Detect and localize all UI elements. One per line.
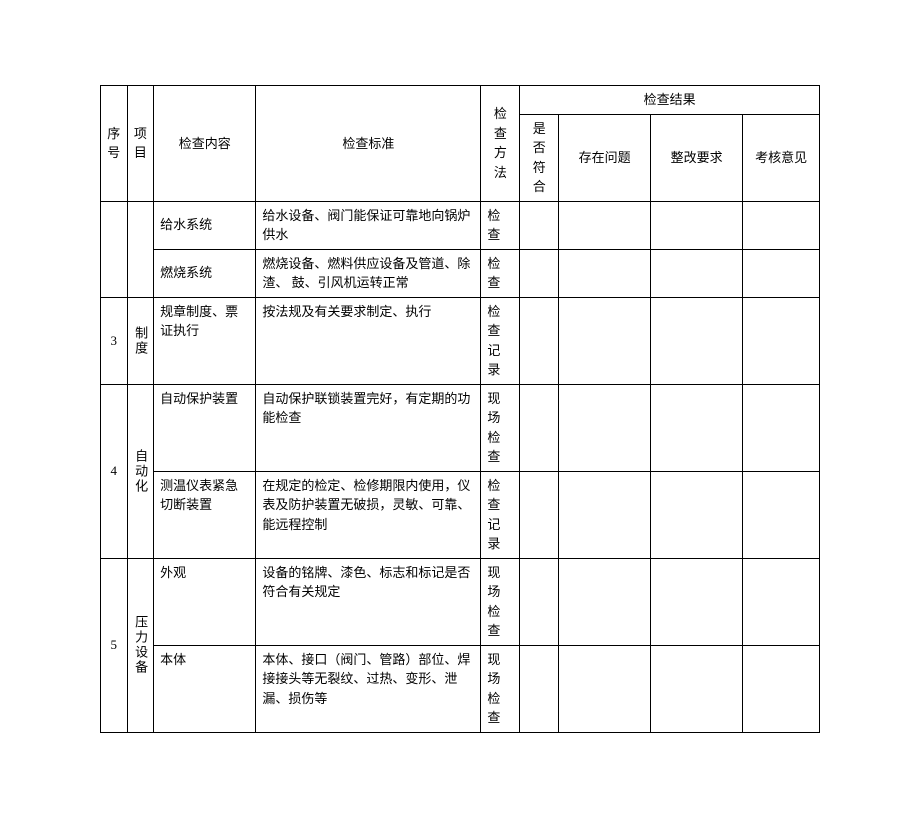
cell-fix	[651, 201, 743, 249]
cell-opinion	[743, 471, 820, 558]
table-row: 给水系统 给水设备、阀门能保证可靠地向锅炉供水 检查	[101, 201, 820, 249]
cell-method: 检查	[481, 201, 520, 249]
cell-content: 燃烧系统	[154, 249, 256, 297]
header-seq: 序号	[101, 86, 128, 202]
cell-fix	[651, 558, 743, 645]
cell-seq	[101, 201, 128, 297]
header-standard: 检查标准	[256, 86, 481, 202]
cell-problem	[559, 201, 651, 249]
cell-fix	[651, 297, 743, 384]
cell-conform	[520, 201, 559, 249]
cell-project	[127, 201, 154, 297]
cell-problem	[559, 471, 651, 558]
table-row: 5 压力设备 外观 设备的铭牌、漆色、标志和标记是否符合有关规定 现场检查	[101, 558, 820, 645]
cell-conform	[520, 249, 559, 297]
cell-content: 给水系统	[154, 201, 256, 249]
cell-opinion	[743, 297, 820, 384]
cell-opinion	[743, 201, 820, 249]
cell-fix	[651, 471, 743, 558]
cell-method: 检查	[481, 249, 520, 297]
cell-standard: 给水设备、阀门能保证可靠地向锅炉供水	[256, 201, 481, 249]
cell-seq: 5	[101, 558, 128, 732]
cell-project: 制度	[127, 297, 154, 384]
cell-conform	[520, 384, 559, 471]
cell-content: 外观	[154, 558, 256, 645]
inspection-table: 序号 项目 检查内容 检查标准 检查方法 检查结果 是否符合 存在问题 整改要求…	[100, 85, 820, 733]
table-row: 测温仪表紧急切断装置 在规定的检定、检修期限内使用，仪表及防护装置无破损，灵敏、…	[101, 471, 820, 558]
cell-opinion	[743, 384, 820, 471]
header-fix: 整改要求	[651, 114, 743, 201]
cell-conform	[520, 645, 559, 732]
table-row: 本体 本体、接口（阀门、管路）部位、焊接接头等无裂纹、过热、变形、泄漏、损伤等 …	[101, 645, 820, 732]
cell-standard: 本体、接口（阀门、管路）部位、焊接接头等无裂纹、过热、变形、泄漏、损伤等	[256, 645, 481, 732]
cell-project: 自动化	[127, 384, 154, 558]
cell-fix	[651, 645, 743, 732]
header-project: 项目	[127, 86, 154, 202]
cell-method: 检查记录	[481, 471, 520, 558]
cell-method: 现场检查	[481, 645, 520, 732]
cell-standard: 在规定的检定、检修期限内使用，仪表及防护装置无破损，灵敏、可靠、能远程控制	[256, 471, 481, 558]
cell-opinion	[743, 249, 820, 297]
header-result-group: 检查结果	[520, 86, 820, 115]
cell-fix	[651, 249, 743, 297]
cell-problem	[559, 297, 651, 384]
cell-conform	[520, 297, 559, 384]
header-problem: 存在问题	[559, 114, 651, 201]
cell-standard: 燃烧设备、燃料供应设备及管道、除渣、 鼓、引风机运转正常	[256, 249, 481, 297]
header-row-1: 序号 项目 检查内容 检查标准 检查方法 检查结果	[101, 86, 820, 115]
cell-problem	[559, 558, 651, 645]
table-row: 3 制度 规章制度、票证执行 按法规及有关要求制定、执行 检查记录	[101, 297, 820, 384]
cell-content: 自动保护装置	[154, 384, 256, 471]
header-content: 检查内容	[154, 86, 256, 202]
cell-seq: 3	[101, 297, 128, 384]
header-opinion: 考核意见	[743, 114, 820, 201]
header-conform: 是否符合	[520, 114, 559, 201]
cell-problem	[559, 249, 651, 297]
cell-standard: 按法规及有关要求制定、执行	[256, 297, 481, 384]
cell-problem	[559, 645, 651, 732]
cell-conform	[520, 471, 559, 558]
cell-method: 现场检查	[481, 558, 520, 645]
table-row: 4 自动化 自动保护装置 自动保护联锁装置完好，有定期的功能检查 现场检查	[101, 384, 820, 471]
cell-opinion	[743, 645, 820, 732]
cell-content: 测温仪表紧急切断装置	[154, 471, 256, 558]
cell-content: 规章制度、票证执行	[154, 297, 256, 384]
cell-method: 检查记录	[481, 297, 520, 384]
cell-project: 压力设备	[127, 558, 154, 732]
cell-fix	[651, 384, 743, 471]
cell-seq: 4	[101, 384, 128, 558]
table-row: 燃烧系统 燃烧设备、燃料供应设备及管道、除渣、 鼓、引风机运转正常 检查	[101, 249, 820, 297]
cell-standard: 设备的铭牌、漆色、标志和标记是否符合有关规定	[256, 558, 481, 645]
cell-conform	[520, 558, 559, 645]
cell-method: 现场检查	[481, 384, 520, 471]
cell-opinion	[743, 558, 820, 645]
cell-standard: 自动保护联锁装置完好，有定期的功能检查	[256, 384, 481, 471]
cell-problem	[559, 384, 651, 471]
header-method: 检查方法	[481, 86, 520, 202]
cell-content: 本体	[154, 645, 256, 732]
